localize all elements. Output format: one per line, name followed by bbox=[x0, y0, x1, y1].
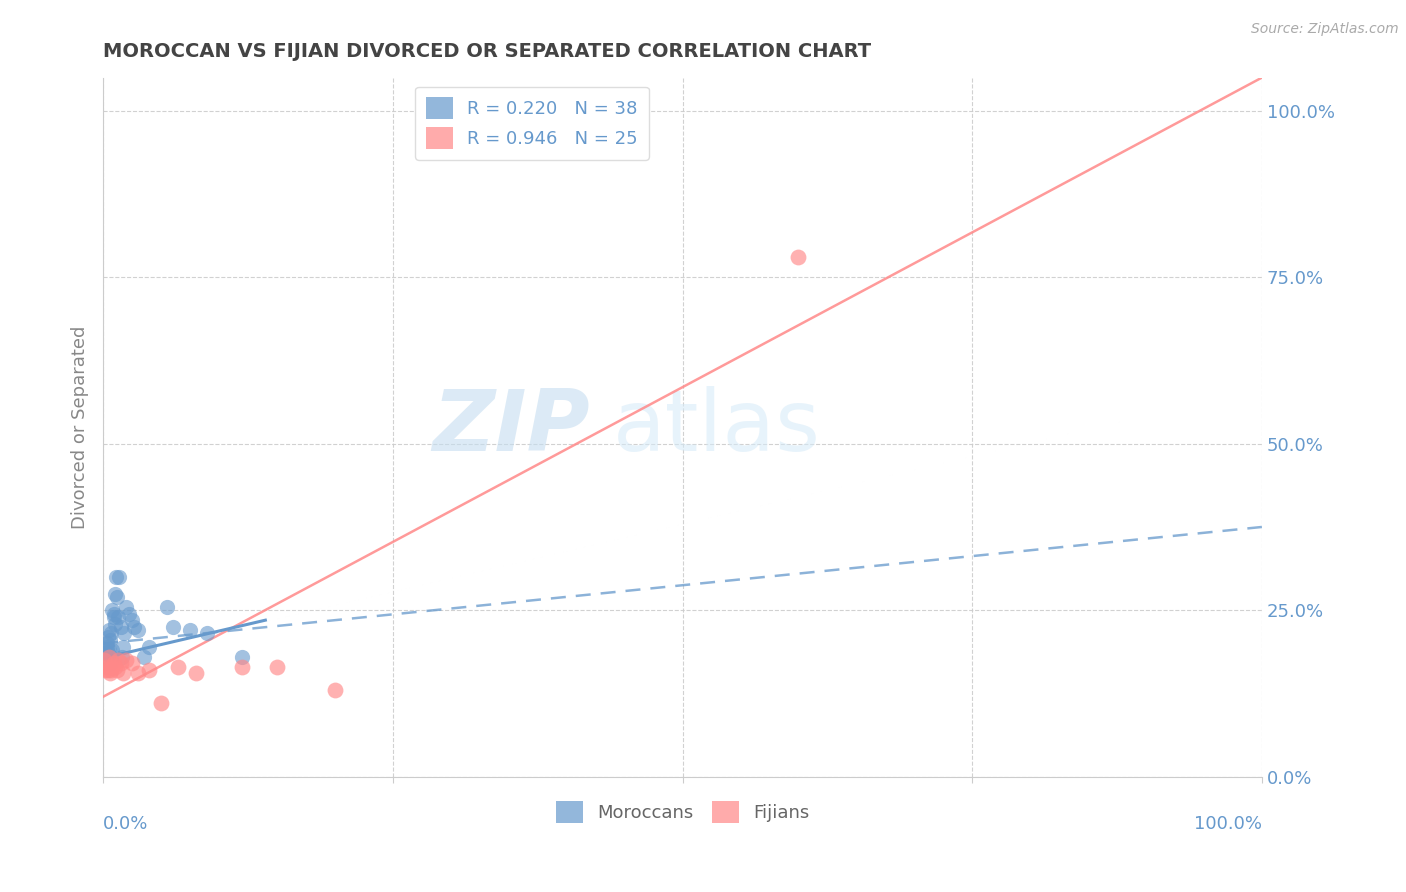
Point bbox=[105, 663, 128, 677]
Point bbox=[100, 649, 122, 664]
Point bbox=[101, 660, 124, 674]
Point bbox=[167, 660, 190, 674]
Point bbox=[132, 649, 155, 664]
Point bbox=[97, 643, 120, 657]
Point bbox=[100, 626, 122, 640]
Text: MOROCCAN VS FIJIAN DIVORCED OR SEPARATED CORRELATION CHART: MOROCCAN VS FIJIAN DIVORCED OR SEPARATED… bbox=[103, 42, 872, 61]
Point bbox=[103, 607, 125, 621]
Text: atlas: atlas bbox=[613, 385, 821, 468]
Text: ZIP: ZIP bbox=[432, 385, 589, 468]
Point bbox=[787, 251, 810, 265]
Point bbox=[93, 653, 115, 667]
Point bbox=[197, 626, 219, 640]
Point bbox=[94, 647, 117, 661]
Point bbox=[97, 647, 120, 661]
Point bbox=[231, 649, 253, 664]
Point bbox=[115, 653, 138, 667]
Text: Source: ZipAtlas.com: Source: ZipAtlas.com bbox=[1251, 22, 1399, 37]
Point bbox=[110, 657, 132, 671]
Point bbox=[121, 613, 143, 627]
Point bbox=[179, 623, 201, 637]
Point bbox=[266, 660, 288, 674]
Point bbox=[98, 633, 121, 648]
Point bbox=[101, 643, 124, 657]
Point bbox=[124, 620, 146, 634]
Point bbox=[231, 660, 253, 674]
Point bbox=[162, 620, 184, 634]
Point bbox=[103, 657, 125, 671]
Point bbox=[97, 663, 120, 677]
Text: 100.0%: 100.0% bbox=[1194, 815, 1263, 833]
Point bbox=[104, 570, 127, 584]
Point bbox=[97, 630, 120, 644]
Legend: Moroccans, Fijians: Moroccans, Fijians bbox=[548, 794, 817, 830]
Point bbox=[156, 599, 179, 614]
Point bbox=[323, 683, 346, 698]
Point bbox=[111, 649, 134, 664]
Point bbox=[97, 649, 120, 664]
Point bbox=[138, 640, 160, 654]
Text: 0.0%: 0.0% bbox=[103, 815, 149, 833]
Point bbox=[105, 590, 128, 604]
Point bbox=[117, 607, 139, 621]
Point bbox=[150, 697, 173, 711]
Point bbox=[98, 666, 121, 681]
Point bbox=[111, 640, 134, 654]
Point bbox=[115, 599, 138, 614]
Point bbox=[98, 657, 121, 671]
Point bbox=[111, 666, 134, 681]
Point bbox=[121, 657, 143, 671]
Point bbox=[104, 586, 127, 600]
Point bbox=[94, 663, 117, 677]
Point bbox=[107, 610, 129, 624]
Point bbox=[127, 666, 149, 681]
Point bbox=[104, 616, 127, 631]
Point bbox=[112, 626, 135, 640]
Point bbox=[110, 620, 132, 634]
Point bbox=[96, 636, 118, 650]
Point bbox=[93, 643, 115, 657]
Point bbox=[101, 603, 124, 617]
Point bbox=[127, 623, 149, 637]
Point bbox=[107, 653, 129, 667]
Y-axis label: Divorced or Separated: Divorced or Separated bbox=[72, 326, 89, 529]
Point bbox=[100, 663, 122, 677]
Point bbox=[184, 666, 207, 681]
Point bbox=[138, 663, 160, 677]
Point bbox=[108, 570, 131, 584]
Point bbox=[96, 640, 118, 654]
Point bbox=[104, 660, 127, 674]
Point bbox=[96, 660, 118, 674]
Point bbox=[103, 610, 125, 624]
Point bbox=[97, 623, 120, 637]
